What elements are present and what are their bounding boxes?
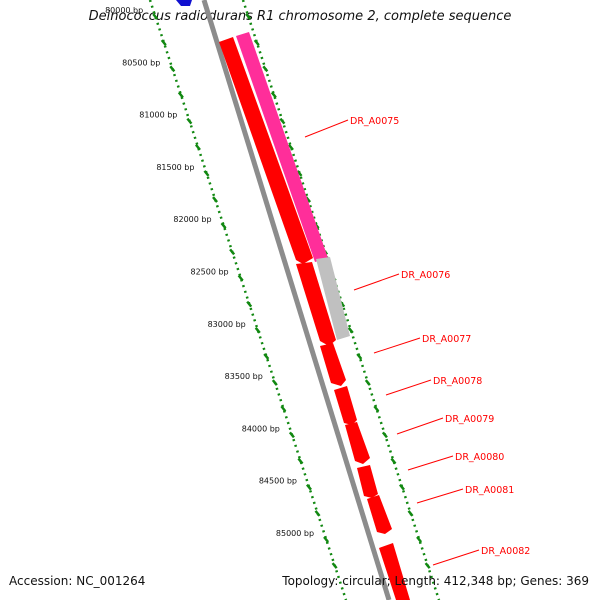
- gene-label-DR_A0080[interactable]: DR_A0080: [455, 452, 504, 463]
- outer-tick: [245, 13, 252, 20]
- outer-tick: [399, 483, 405, 491]
- outer-tick: [279, 117, 286, 125]
- tick-label: 83000 bp: [208, 320, 246, 329]
- sequence-summary: Topology: circular; Length: 412,348 bp; …: [282, 574, 589, 588]
- inner-tick: [229, 248, 236, 256]
- blue-feature[interactable]: [176, 0, 192, 6]
- gene-arrow-DR_A0075[interactable]: [219, 37, 313, 264]
- tick-label: 85000 bp: [276, 529, 314, 538]
- gene-label-DR_A0079[interactable]: DR_A0079: [445, 414, 494, 425]
- gene-arrow-DR_A0078[interactable]: [334, 386, 357, 425]
- outer-tick: [381, 431, 388, 439]
- gene-arrow-DR_A0076[interactable]: [296, 262, 336, 346]
- gene-arrow-DR_A0081[interactable]: [367, 495, 392, 534]
- outer-tick: [270, 91, 277, 99]
- inner-tick: [212, 196, 218, 203]
- inner-tick: [306, 483, 312, 491]
- gene-label-DR_A0082[interactable]: DR_A0082: [481, 546, 530, 557]
- gene-label-DR_A0078[interactable]: DR_A0078: [433, 376, 482, 387]
- leader-line-DR_A0076: [353, 273, 400, 291]
- inner-tick: [280, 405, 287, 413]
- gene-arrow-DR_A0082[interactable]: [379, 543, 410, 600]
- inner-tick: [288, 431, 295, 439]
- outer-tick-marks: [245, 13, 431, 569]
- gene-label-DR_A0081[interactable]: DR_A0081: [465, 485, 514, 496]
- accession-text: Accession: NC_001264: [9, 574, 146, 588]
- inner-tick: [186, 117, 193, 125]
- tick-label: 83500 bp: [225, 372, 263, 381]
- outer-tick: [416, 536, 423, 543]
- gene-label-DR_A0076[interactable]: DR_A0076: [401, 270, 450, 281]
- inner-tick: [297, 457, 304, 465]
- gene-label-DR_A0077[interactable]: DR_A0077: [422, 334, 471, 345]
- inner-tick: [169, 65, 176, 73]
- outer-tick: [287, 143, 294, 151]
- inner-tick: [314, 510, 321, 517]
- inner-tick: [323, 536, 330, 543]
- gene-label-DR_A0075[interactable]: DR_A0075: [350, 116, 399, 127]
- leader-line-DR_A0080: [407, 455, 454, 471]
- inner-tick: [160, 39, 167, 46]
- tick-label: 82000 bp: [173, 215, 211, 224]
- outer-tick: [390, 457, 397, 465]
- outer-tick: [347, 327, 354, 334]
- outer-tick: [262, 65, 269, 73]
- outer-tick: [373, 405, 380, 413]
- inner-tick: [152, 13, 159, 20]
- inner-tick: [220, 222, 227, 229]
- leader-line-DR_A0081: [416, 488, 464, 504]
- gene-arrow-DR_A0077[interactable]: [320, 343, 346, 386]
- inner-tick: [194, 143, 201, 151]
- tick-label: 80000 bp: [105, 6, 143, 15]
- inner-tick: [331, 562, 338, 569]
- gray-feature[interactable]: [316, 257, 350, 340]
- inner-tick: [203, 170, 210, 177]
- outer-tick: [364, 379, 371, 386]
- gene-arrow-DR_A0079[interactable]: [345, 422, 370, 464]
- outer-dotted-ring: [241, 0, 441, 600]
- inner-tick: [263, 353, 270, 360]
- tick-label: 80500 bp: [122, 58, 160, 67]
- outer-tick: [407, 510, 414, 517]
- rna-feature[interactable]: [236, 32, 328, 262]
- inner-tick: [237, 274, 244, 282]
- inner-tick: [246, 300, 253, 308]
- outer-tick: [424, 562, 431, 569]
- leader-line-DR_A0077: [373, 337, 421, 354]
- inner-tick: [177, 91, 184, 99]
- outer-tick: [253, 39, 260, 46]
- outer-tick: [296, 170, 303, 177]
- tick-label: 82500 bp: [190, 268, 228, 277]
- inner-tick: [271, 379, 278, 386]
- tick-label: 84000 bp: [242, 424, 280, 433]
- leader-line-DR_A0078: [385, 379, 432, 396]
- tick-label: 81000 bp: [139, 111, 177, 120]
- outer-tick: [356, 353, 363, 360]
- map-title: Deinococcus radiodurans R1 chromosome 2,…: [88, 9, 512, 24]
- inner-tick-marks: [152, 13, 338, 569]
- gene-arrow-DR_A0080[interactable]: [357, 465, 378, 498]
- chromosome-backbone: [201, 0, 392, 600]
- tick-label: 84500 bp: [259, 477, 297, 486]
- leader-line-DR_A0079: [396, 417, 444, 435]
- inner-tick: [254, 327, 261, 334]
- tick-labels: 80000 bp 80500 bp 81000 bp 81500 bp 82000 bp…: [105, 6, 314, 538]
- leader-line-DR_A0075: [304, 119, 349, 138]
- leader-line-DR_A0082: [432, 549, 480, 566]
- tick-label: 81500 bp: [156, 163, 194, 172]
